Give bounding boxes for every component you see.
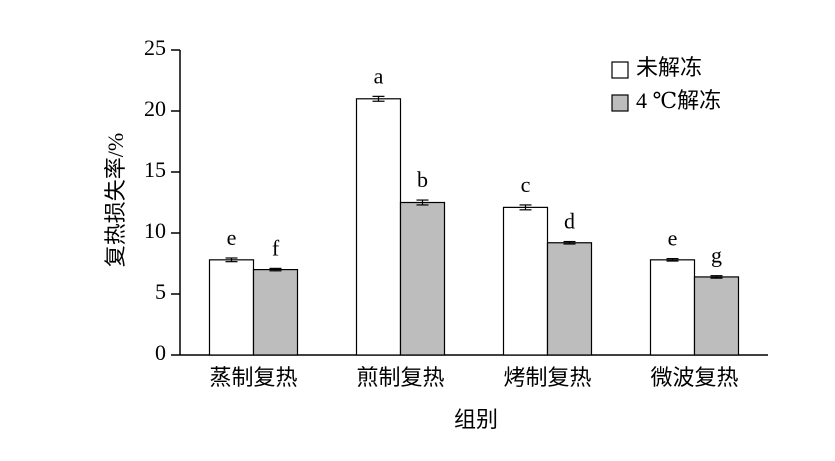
y-tick-label: 10 — [144, 218, 166, 243]
bar — [649, 259, 696, 356]
x-tick-label: 蒸制复热 — [209, 365, 297, 390]
y-axis-label: 复热损失率/% — [103, 133, 128, 267]
x-tick-label: 微波复热 — [650, 365, 738, 390]
legend-label: 4 ℃解冻 — [636, 88, 721, 113]
bar — [355, 98, 402, 356]
significance-label: g — [711, 243, 722, 268]
significance-label: e — [227, 225, 237, 250]
significance-label: a — [374, 63, 384, 88]
significance-label: d — [564, 209, 575, 234]
legend-label: 未解冻 — [636, 55, 702, 80]
bar — [502, 206, 549, 356]
x-tick-label: 煎制复热 — [356, 365, 444, 390]
bar — [693, 276, 740, 356]
bar — [399, 201, 446, 356]
bar — [208, 259, 255, 356]
legend-swatch — [611, 94, 629, 112]
significance-label: e — [668, 226, 678, 251]
bar — [546, 242, 593, 356]
y-tick-label: 20 — [144, 96, 166, 121]
y-tick-label: 5 — [155, 279, 166, 304]
significance-label: c — [521, 172, 531, 197]
significance-label: b — [417, 167, 428, 192]
x-axis-label: 组别 — [454, 407, 498, 432]
y-tick-label: 0 — [155, 340, 166, 365]
significance-label: f — [272, 235, 280, 260]
y-tick-label: 15 — [144, 157, 166, 182]
x-tick-label: 烤制复热 — [503, 365, 591, 390]
bar — [252, 269, 299, 356]
legend-swatch — [611, 61, 629, 79]
y-tick-label: 25 — [144, 35, 166, 60]
